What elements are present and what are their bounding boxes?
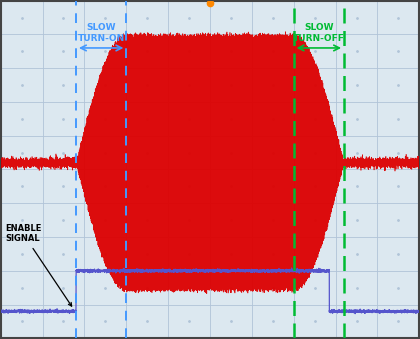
Text: ENABLE
SIGNAL: ENABLE SIGNAL: [5, 224, 72, 306]
Text: SLOW
TURN-OFF: SLOW TURN-OFF: [293, 23, 345, 43]
Text: SLOW
TURN-ON: SLOW TURN-ON: [78, 23, 125, 43]
